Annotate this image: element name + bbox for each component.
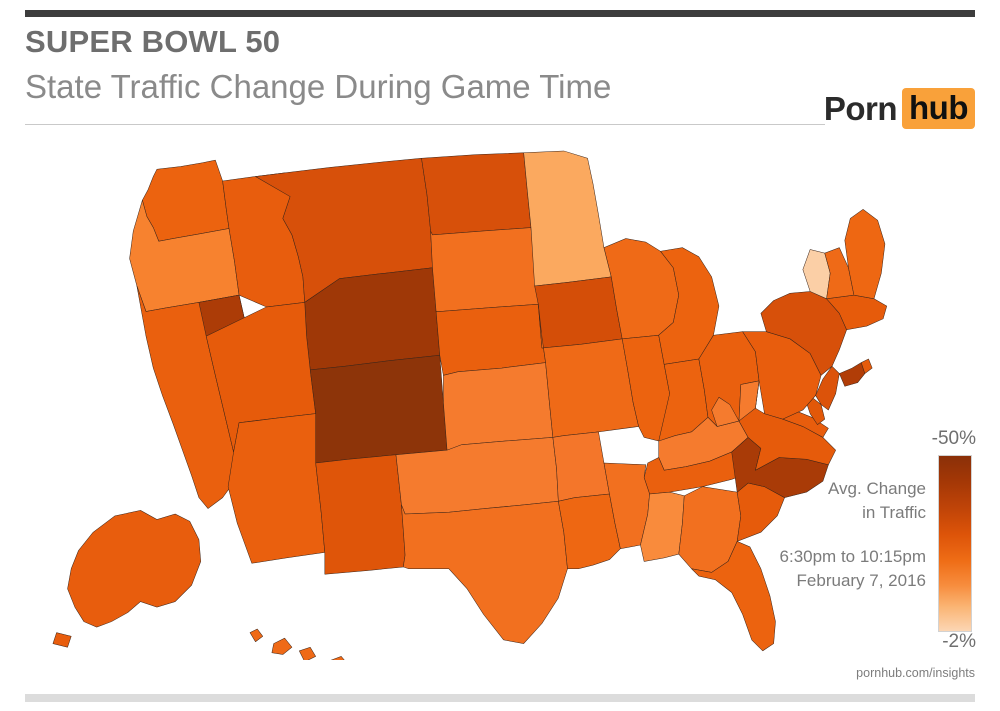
legend-date: February 7, 2016 bbox=[796, 571, 926, 590]
state-me[interactable] bbox=[844, 209, 886, 299]
top-divider-bar bbox=[25, 10, 975, 17]
state-al[interactable] bbox=[640, 491, 685, 562]
state-ar[interactable] bbox=[552, 431, 610, 502]
state-fl[interactable] bbox=[691, 541, 776, 652]
state-tx[interactable] bbox=[401, 501, 568, 644]
logo-text-hub: hub bbox=[902, 88, 975, 129]
legend-title-line2: in Traffic bbox=[862, 503, 926, 522]
pornhub-logo: Porn hub bbox=[824, 88, 975, 129]
state-wv[interactable] bbox=[711, 380, 760, 427]
us-map-svg bbox=[52, 150, 888, 660]
page-title: SUPER BOWL 50 bbox=[25, 24, 281, 59]
legend-title-line1: Avg. Change bbox=[828, 479, 926, 498]
legend-max-label: -50% bbox=[931, 428, 976, 449]
us-choropleth-map bbox=[18, 140, 898, 660]
state-ct[interactable] bbox=[839, 362, 866, 387]
header-divider bbox=[25, 124, 825, 125]
source-url: pornhub.com/insights bbox=[856, 666, 975, 680]
state-co[interactable] bbox=[309, 355, 448, 464]
state-ri[interactable] bbox=[860, 358, 873, 374]
state-hi[interactable] bbox=[249, 628, 350, 660]
page-subtitle: State Traffic Change During Game Time bbox=[25, 68, 612, 105]
state-az[interactable] bbox=[227, 413, 326, 564]
legend-time-range: 6:30pm to 10:15pm bbox=[779, 547, 926, 566]
state-ks[interactable] bbox=[443, 362, 554, 451]
state-nd[interactable] bbox=[421, 152, 532, 236]
legend-timeframe: 6:30pm to 10:15pm February 7, 2016 bbox=[770, 545, 926, 593]
legend-title: Avg. Change in Traffic bbox=[770, 477, 926, 525]
state-ia[interactable] bbox=[534, 276, 623, 349]
legend-gradient-bar bbox=[938, 455, 972, 632]
state-mo[interactable] bbox=[538, 303, 639, 438]
state-ak[interactable] bbox=[52, 510, 201, 648]
logo-text-porn: Porn bbox=[823, 90, 898, 127]
bottom-divider-bar bbox=[25, 694, 975, 702]
state-sd[interactable] bbox=[430, 227, 539, 312]
state-nj[interactable] bbox=[815, 365, 840, 411]
state-nm[interactable] bbox=[315, 454, 406, 575]
map-legend: -50% -2% Avg. Change in Traffic 6:30pm t… bbox=[770, 425, 985, 655]
state-la[interactable] bbox=[558, 493, 621, 570]
legend-min-label: -2% bbox=[942, 631, 976, 652]
state-mn[interactable] bbox=[523, 150, 612, 287]
state-wa[interactable] bbox=[142, 159, 230, 242]
